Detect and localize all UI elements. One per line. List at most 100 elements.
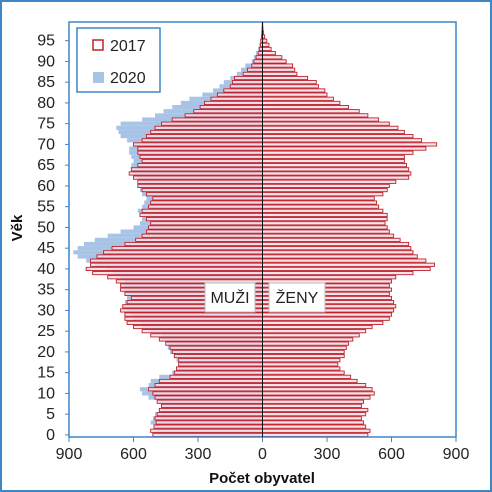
bar-2017-female-age-78 — [262, 109, 360, 114]
x-tick-label: 900 — [56, 446, 83, 463]
bar-2017-female-age-16 — [262, 366, 341, 371]
y-tick-label: 15 — [37, 365, 55, 382]
bar-2017-female-age-67 — [262, 154, 405, 159]
bar-2017-male-age-13 — [158, 378, 263, 384]
bar-2017-female-age-54 — [262, 208, 384, 213]
bar-2017-male-age-83 — [223, 88, 263, 93]
bar-2017-male-age-57 — [152, 196, 263, 201]
bar-2017-female-age-29 — [262, 312, 392, 317]
y-tick-label: 5 — [46, 406, 55, 423]
y-tick-label: 30 — [37, 302, 55, 319]
bar-2017-male-age-64 — [130, 167, 263, 172]
bar-2017-male-age-20 — [171, 349, 263, 354]
bar-2017-female-age-10 — [262, 391, 375, 396]
bar-2017-male-age-9 — [154, 395, 263, 400]
bar-2017-female-age-46 — [262, 241, 410, 247]
bar-2017-female-age-61 — [262, 179, 397, 184]
bar-2017-male-age-39 — [92, 271, 263, 276]
bar-2017-female-age-42 — [262, 258, 427, 263]
bar-2017-male-age-60 — [137, 183, 263, 189]
bar-2017-male-age-47 — [135, 237, 263, 242]
bar-2017-female-age-26 — [262, 324, 373, 330]
y-tick-label: 75 — [37, 116, 55, 133]
bar-2017-male-age-44 — [102, 250, 263, 255]
bar-2017-male-age-85 — [231, 80, 263, 85]
bar-2017-female-age-14 — [262, 374, 352, 379]
bar-2017-male-age-63 — [128, 171, 263, 176]
bar-2017-male-age-28 — [124, 316, 263, 321]
bar-2017-female-age-20 — [262, 349, 345, 354]
bar-2017-male-age-3 — [155, 420, 263, 425]
bar-2017-male-age-76 — [171, 117, 263, 122]
bar-2017-female-age-24 — [262, 333, 360, 338]
y-tick-label: 45 — [37, 240, 55, 257]
bar-2017-male-age-88 — [246, 67, 263, 72]
bar-2017-male-age-45 — [111, 246, 263, 251]
bar-2017-female-age-71 — [262, 138, 423, 143]
bar-2017-male-age-25 — [141, 329, 263, 334]
bar-2017-female-age-45 — [262, 246, 412, 251]
bar-2017-male-age-5 — [156, 412, 263, 417]
y-tick-label: 60 — [37, 178, 55, 195]
bar-2017-male-age-24 — [150, 333, 263, 338]
bar-2017-female-age-76 — [262, 117, 380, 122]
bar-2017-male-age-8 — [156, 399, 263, 404]
x-tick-label: 900 — [443, 446, 470, 463]
bar-2017-female-age-41 — [262, 262, 435, 267]
y-tick-label: 90 — [37, 53, 55, 70]
y-tick-label: 20 — [37, 344, 55, 361]
x-tick-label: 600 — [120, 446, 147, 463]
bar-2017-female-age-15 — [262, 370, 345, 375]
bar-2017-female-age-4 — [262, 416, 362, 421]
bar-2017-male-age-86 — [234, 75, 263, 81]
bar-2017-female-age-88 — [262, 67, 296, 72]
bar-2017-male-age-61 — [137, 179, 263, 184]
bar-2017-male-age-70 — [133, 142, 263, 147]
bar-2017-female-age-87 — [262, 71, 298, 76]
bar-2017-male-age-7 — [160, 403, 263, 408]
bar-2017-female-age-8 — [262, 399, 365, 404]
bar-2017-male-age-66 — [141, 158, 263, 164]
bar-2017-male-age-6 — [158, 407, 263, 413]
bar-2017-male-age-92 — [257, 51, 263, 56]
bar-2017-male-age-17 — [178, 362, 263, 367]
bar-2017-female-age-73 — [262, 129, 405, 135]
bar-2017-male-age-19 — [173, 354, 263, 359]
bar-2017-male-age-15 — [173, 370, 263, 375]
bar-2017-female-age-22 — [262, 341, 349, 346]
x-axis-title: Počet obyvatel — [209, 470, 315, 487]
bar-2017-female-age-62 — [262, 175, 410, 180]
bar-2017-male-age-0 — [152, 432, 263, 437]
bar-2017-male-age-26 — [133, 324, 263, 330]
bar-2017-male-age-50 — [148, 225, 263, 230]
y-tick-label: 70 — [37, 136, 55, 153]
bar-2017-male-age-21 — [169, 345, 263, 350]
bar-2017-female-age-49 — [262, 229, 390, 234]
bar-2017-female-age-85 — [262, 80, 317, 85]
bar-2017-female-age-68 — [262, 150, 414, 155]
bar-2017-female-age-80 — [262, 100, 341, 106]
bar-2017-male-age-74 — [154, 125, 263, 130]
bar-2017-female-age-84 — [262, 84, 319, 89]
bar-2017-female-age-65 — [262, 163, 408, 168]
bar-2017-female-age-7 — [262, 403, 362, 408]
bar-2017-male-age-59 — [141, 187, 263, 193]
bar-2017-female-age-93 — [262, 46, 272, 52]
bar-2017-female-age-70 — [262, 142, 438, 147]
bar-2017-male-age-38 — [107, 275, 263, 280]
side-label-male-text: MUŽI — [210, 288, 249, 307]
bar-2017-male-age-41 — [90, 262, 263, 267]
y-axis-title: Věk — [9, 214, 26, 241]
bar-2017-male-age-90 — [253, 59, 263, 64]
y-tick-label: 0 — [46, 427, 55, 444]
bar-2017-male-age-65 — [137, 163, 263, 168]
bar-2017-female-age-81 — [262, 96, 334, 101]
bar-2017-female-age-19 — [262, 354, 345, 359]
bar-2017-female-age-3 — [262, 420, 365, 425]
bar-2017-male-age-4 — [154, 416, 263, 421]
bar-2017-female-age-2 — [262, 424, 367, 429]
bar-2017-female-age-38 — [262, 275, 397, 280]
bar-2017-female-age-75 — [262, 121, 390, 126]
bar-2017-male-age-11 — [148, 387, 263, 392]
